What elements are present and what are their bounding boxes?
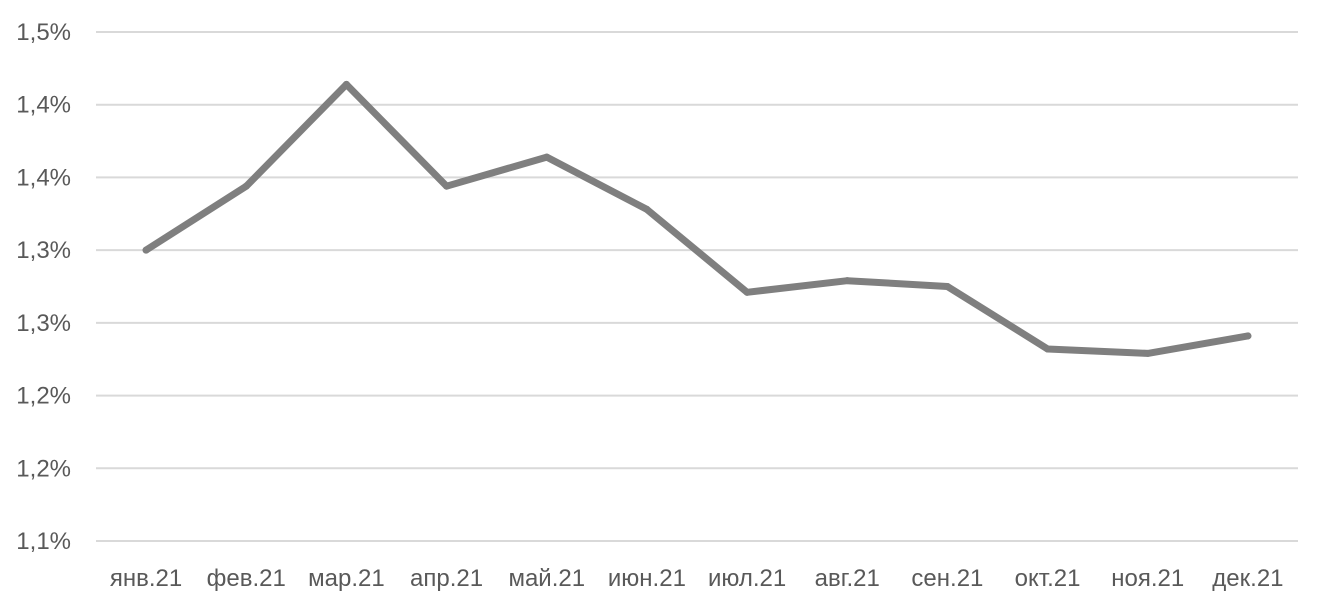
data-point [943,283,951,290]
x-tick-label: апр.21 [410,565,483,592]
y-tick-label: 1,2% [16,383,71,410]
y-tick-label: 1,3% [16,237,71,264]
series-layer [142,80,1252,357]
y-axis-labels: 1,1% 1,2% 1,2% 1,3% 1,3% 1,4% 1,4% 1,5% [16,19,71,555]
y-tick-label: 1,4% [16,164,71,191]
data-point [242,182,250,190]
data-point [1244,332,1252,340]
x-tick-label: ноя.21 [1111,565,1184,592]
x-axis-labels: янв.21 фев.21 мар.21 апр.21 май.21 июн.21 июл.… [110,565,1284,592]
data-point [1044,345,1052,353]
grid-layer [96,31,1298,542]
data-point [142,246,150,254]
data-point [1144,349,1152,357]
data-point [443,182,451,190]
series-line [142,80,1252,357]
x-tick-label: дек.21 [1212,565,1283,592]
y-tick-label: 1,3% [16,310,71,337]
y-tick-label: 1,4% [16,92,71,119]
x-tick-label: фев.21 [207,565,286,592]
data-point [743,288,751,296]
data-point [342,80,350,88]
data-point [643,205,651,213]
x-tick-label: май.21 [508,565,585,592]
x-tick-label: сен.21 [911,565,983,592]
x-tick-label: мар.21 [308,565,385,592]
x-tick-label: июл.21 [708,565,786,592]
data-point [543,153,551,161]
data-point [843,277,851,285]
x-tick-label: янв.21 [110,565,182,592]
x-tick-label: июн.21 [608,565,686,592]
y-tick-label: 1,2% [16,455,71,482]
y-tick-label: 1,1% [16,528,71,555]
x-tick-label: авг.21 [815,565,880,592]
x-tick-label: окт.21 [1015,565,1081,592]
y-tick-label: 1,5% [16,19,71,46]
